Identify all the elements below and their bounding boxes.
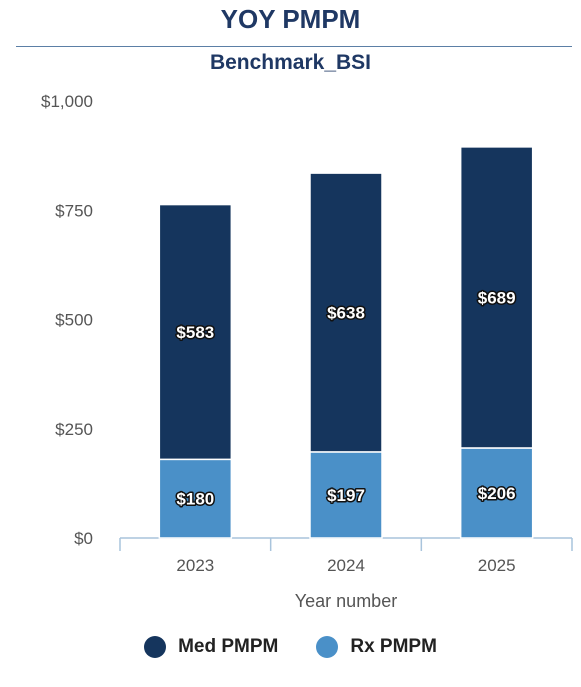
data-label: $197 xyxy=(327,486,365,505)
x-axis-title: Year number xyxy=(295,591,397,611)
bar-rx-pmpm[interactable] xyxy=(309,451,383,539)
data-label: $689 xyxy=(478,288,516,307)
x-tick-label: 2023 xyxy=(176,556,214,575)
data-label: $206 xyxy=(478,484,516,503)
bars xyxy=(158,146,534,539)
legend-label-med-pmpm: Med PMPM xyxy=(178,636,279,657)
y-tick-label: $250 xyxy=(55,420,93,439)
legend-label-rx-pmpm: Rx PMPM xyxy=(350,636,437,657)
legend-item-med-pmpm[interactable]: Med PMPM xyxy=(144,636,278,658)
bar-med-pmpm[interactable] xyxy=(158,203,233,461)
legend-swatch-rx-pmpm xyxy=(316,636,339,658)
chart-title: YOY PMPM xyxy=(220,4,361,34)
legend-item-rx-pmpm[interactable]: Rx PMPM xyxy=(316,636,437,658)
y-tick-label: $1,000 xyxy=(41,92,93,111)
bar-rx-pmpm[interactable] xyxy=(459,447,534,539)
bar-med-pmpm[interactable] xyxy=(459,146,534,449)
data-label: $180 xyxy=(176,490,214,509)
y-tick-label: $500 xyxy=(55,311,93,330)
x-tick-label: 2025 xyxy=(478,556,516,575)
data-label: $638 xyxy=(327,304,365,323)
title-divider xyxy=(16,46,572,47)
legend: Med PMPM Rx PMPM xyxy=(0,636,581,658)
y-tick-label: $0 xyxy=(74,529,93,548)
data-label: $583 xyxy=(176,323,214,342)
data-labels: $180 $583 $197 $638 $206 $689 xyxy=(175,287,517,510)
bar-med-pmpm[interactable] xyxy=(309,172,383,453)
y-axis: $0 $250 $500 $750 $1,000 xyxy=(41,92,93,548)
y-tick-label: $750 xyxy=(55,201,93,220)
legend-swatch-med-pmpm xyxy=(144,636,167,658)
x-tick-label: 2024 xyxy=(327,556,365,575)
stacked-bar-chart: $0 $250 $500 $750 $1,000 2023 2024 2025 $180 $5… xyxy=(41,92,573,611)
chart-subtitle: Benchmark_BSI xyxy=(209,51,372,74)
x-axis: 2023 2024 2025 xyxy=(119,537,573,575)
